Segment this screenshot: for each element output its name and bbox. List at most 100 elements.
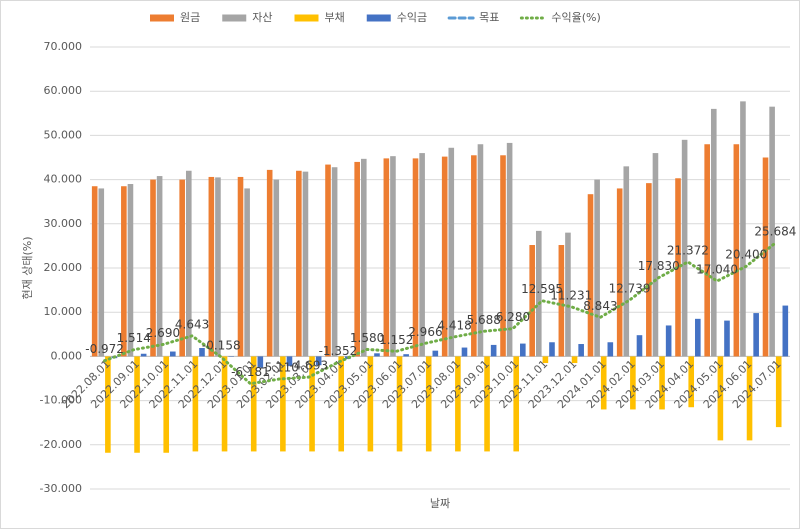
x-axis-title: 날짜 bbox=[430, 497, 450, 510]
bar bbox=[520, 343, 526, 357]
bar bbox=[733, 144, 740, 357]
bar bbox=[529, 245, 535, 357]
bar bbox=[396, 356, 403, 452]
bar bbox=[724, 320, 730, 357]
data-label: 8.843 bbox=[583, 299, 617, 313]
y-tick-label: -10.000 bbox=[40, 394, 82, 407]
data-label: -6.181 bbox=[231, 365, 270, 379]
bar bbox=[140, 353, 147, 357]
data-label: 1.580 bbox=[350, 331, 384, 345]
legend-label: 부채 bbox=[325, 11, 345, 24]
bar bbox=[360, 158, 367, 357]
bar bbox=[646, 183, 652, 357]
bar bbox=[549, 342, 555, 357]
bar bbox=[221, 356, 228, 452]
bar bbox=[273, 179, 280, 357]
bar bbox=[710, 108, 717, 357]
legend-swatch bbox=[366, 14, 391, 22]
bar bbox=[215, 177, 221, 357]
bar bbox=[331, 167, 338, 357]
bar bbox=[652, 153, 659, 357]
bar bbox=[419, 153, 425, 357]
bar bbox=[432, 350, 439, 357]
bar bbox=[753, 313, 759, 357]
bar bbox=[630, 356, 636, 410]
bar bbox=[513, 356, 520, 452]
bar bbox=[185, 170, 192, 357]
bar bbox=[208, 176, 215, 357]
y-tick-label: 20.000 bbox=[44, 261, 83, 274]
bar bbox=[558, 245, 565, 357]
legend-swatch bbox=[222, 14, 247, 22]
bar bbox=[257, 356, 264, 368]
line-series bbox=[103, 241, 777, 386]
legend-label: 자산 bbox=[252, 11, 272, 24]
bar bbox=[681, 139, 688, 357]
data-label: 25.684 bbox=[754, 224, 796, 238]
bar bbox=[296, 170, 302, 357]
y-tick-label: 40.000 bbox=[44, 173, 83, 186]
bar bbox=[315, 356, 322, 366]
bar bbox=[484, 356, 490, 452]
bar bbox=[471, 155, 477, 357]
bar bbox=[354, 161, 360, 357]
bar bbox=[623, 166, 630, 357]
y-tick-label: 60.000 bbox=[44, 84, 83, 97]
bar bbox=[455, 356, 461, 452]
bar bbox=[542, 356, 549, 364]
bar bbox=[325, 164, 331, 357]
legend-swatch bbox=[294, 14, 319, 22]
data-label: -5.110 bbox=[260, 360, 299, 374]
data-label: 17.040 bbox=[696, 263, 738, 277]
bar bbox=[374, 353, 380, 357]
data-label: 20.400 bbox=[725, 248, 767, 262]
bar bbox=[302, 171, 309, 357]
y-tick-label: 50.000 bbox=[44, 128, 83, 141]
bar bbox=[412, 158, 419, 357]
data-label: -0.972 bbox=[85, 342, 124, 356]
bar bbox=[121, 186, 127, 357]
bar bbox=[179, 179, 185, 357]
legend-label: 목표 bbox=[479, 11, 499, 24]
bar bbox=[565, 232, 571, 357]
bar bbox=[616, 188, 623, 357]
data-label: 5.688 bbox=[467, 313, 501, 327]
bar bbox=[403, 354, 409, 357]
bar bbox=[105, 356, 111, 453]
bar bbox=[390, 156, 396, 357]
bar bbox=[383, 158, 390, 357]
bar bbox=[717, 356, 724, 441]
bar bbox=[461, 347, 468, 357]
bar bbox=[250, 356, 257, 452]
y-axis-title: 현재 상태(%) bbox=[21, 236, 34, 299]
bar bbox=[762, 157, 769, 357]
data-label: 12.595 bbox=[521, 282, 563, 296]
data-label: 2.690 bbox=[146, 326, 180, 340]
bar bbox=[506, 142, 513, 357]
y-tick-label: -20.000 bbox=[40, 438, 82, 451]
bar bbox=[150, 179, 156, 357]
bar bbox=[659, 356, 665, 410]
bar bbox=[280, 356, 286, 452]
bar bbox=[695, 318, 701, 357]
bar bbox=[571, 356, 578, 364]
data-label: 17.830 bbox=[638, 259, 680, 273]
bar bbox=[163, 356, 170, 453]
data-label: 12.739 bbox=[609, 282, 651, 296]
data-label: -1.352 bbox=[319, 344, 358, 358]
bar bbox=[587, 194, 594, 357]
bar bbox=[127, 184, 134, 357]
bar bbox=[578, 344, 584, 357]
bar bbox=[98, 188, 105, 357]
bar bbox=[237, 176, 244, 357]
bar bbox=[309, 356, 315, 452]
bar bbox=[594, 179, 600, 357]
bar bbox=[775, 356, 782, 428]
bar bbox=[425, 356, 432, 452]
legend-swatch bbox=[150, 14, 174, 22]
bar bbox=[448, 147, 455, 357]
data-label: -0.158 bbox=[202, 339, 241, 353]
bar bbox=[665, 325, 672, 357]
data-label: -4.693 bbox=[289, 359, 328, 373]
